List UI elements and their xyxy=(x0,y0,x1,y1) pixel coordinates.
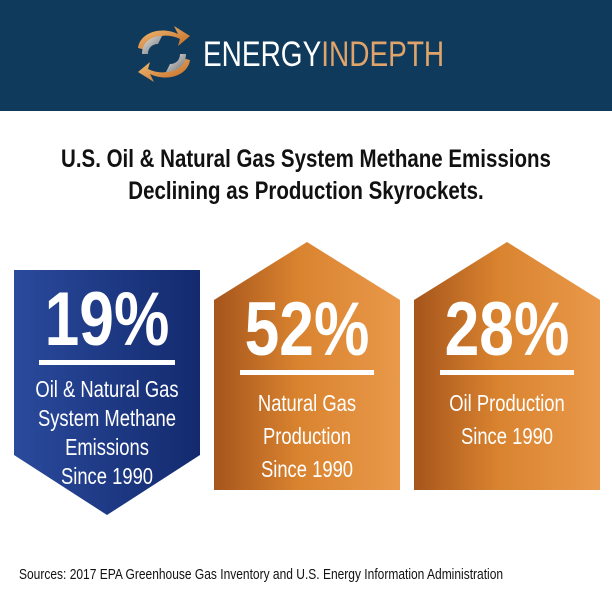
bar-methane-emissions xyxy=(14,270,200,515)
desc-line-natural-gas-1: Natural Gas xyxy=(257,390,357,416)
badge-natural-gas: 52% Natural Gas Production Since 1990 xyxy=(214,292,400,484)
desc-line-oil-1: Oil Production xyxy=(449,390,565,416)
value-label-methane: 19% xyxy=(44,277,170,362)
sources-note: Sources: 2017 EPA Greenhouse Gas Invento… xyxy=(19,566,504,583)
header-banner: ENERGYINDEPTH xyxy=(0,0,612,111)
value-label-oil: 28% xyxy=(444,287,570,372)
desc-line-methane-1: Oil & Natural Gas xyxy=(35,376,179,402)
brand-part-2: IN xyxy=(321,35,350,74)
brand-wordmark: ENERGYINDEPTH xyxy=(203,33,444,77)
chart-title-line-1: U.S. Oil & Natural Gas System Methane Em… xyxy=(61,145,551,173)
chart-area: 19% Oil & Natural Gas System Methane Emi… xyxy=(0,240,612,530)
desc-line-natural-gas-3: Since 1990 xyxy=(260,456,354,482)
underline-natural-gas xyxy=(240,370,374,375)
energy-in-depth-logo-icon xyxy=(138,26,190,82)
chart-shapes-svg xyxy=(14,242,600,515)
value-label-natural-gas: 52% xyxy=(244,287,370,372)
underline-oil xyxy=(440,370,574,375)
underline-methane xyxy=(39,360,175,365)
chart-title-line-2: Declining as Production Skyrockets. xyxy=(128,177,484,205)
bar-oil-production xyxy=(414,242,600,490)
brand-part-1: ENERGY xyxy=(203,35,322,74)
bar-natural-gas-production xyxy=(214,242,400,490)
desc-line-methane-2: System Methane xyxy=(37,405,177,431)
brand-part-3: DEPTH xyxy=(349,35,445,74)
desc-line-natural-gas-2: Production xyxy=(263,423,351,449)
badge-oil: 28% Oil Production Since 1990 xyxy=(414,292,600,451)
desc-line-oil-2: Since 1990 xyxy=(460,423,554,449)
badge-methane: 19% Oil & Natural Gas System Methane Emi… xyxy=(14,282,200,491)
desc-line-methane-4: Since 1990 xyxy=(60,463,154,489)
chart-title: U.S. Oil & Natural Gas System Methane Em… xyxy=(0,143,612,207)
desc-line-methane-3: Emissions xyxy=(65,434,149,460)
